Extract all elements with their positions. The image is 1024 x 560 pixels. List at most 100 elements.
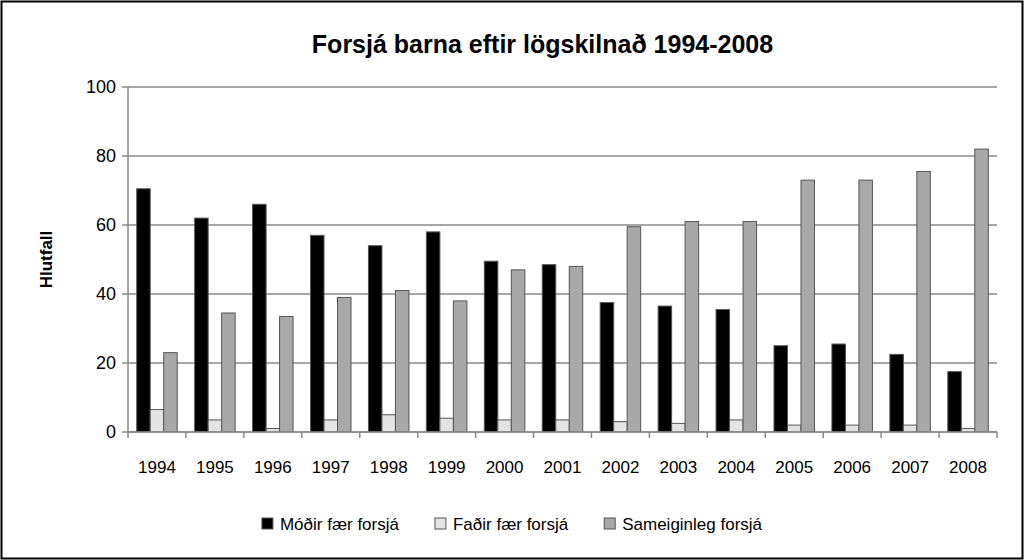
bar <box>832 344 846 432</box>
x-tick-label: 2003 <box>659 458 697 477</box>
chart-container: Forsjá barna eftir lögskilnað 1994-2008 H… <box>0 0 1024 560</box>
y-tick-label: 0 <box>106 422 116 442</box>
bar <box>614 422 628 432</box>
bar <box>903 425 917 432</box>
bar <box>368 246 382 432</box>
bar <box>338 297 352 432</box>
y-tick <box>122 431 128 433</box>
x-tick-label: 2008 <box>949 458 987 477</box>
y-tick <box>122 293 128 295</box>
legend-label: Móðir fær forsjá <box>280 515 400 534</box>
bar <box>917 172 931 432</box>
legend-swatch <box>435 518 446 529</box>
y-tick <box>122 224 128 226</box>
bar <box>569 266 583 432</box>
bar <box>672 423 686 432</box>
y-tick <box>122 362 128 364</box>
bar <box>395 291 409 432</box>
x-tick-label: 1996 <box>254 458 292 477</box>
x-category-divider <box>359 432 361 438</box>
bars <box>137 149 989 432</box>
bar <box>859 180 873 432</box>
bar <box>484 261 498 432</box>
y-axis-label: Hlutfall <box>37 231 56 289</box>
y-tick <box>122 155 128 157</box>
bar <box>498 420 512 432</box>
grid-line <box>128 86 997 88</box>
x-tick-label: 2001 <box>544 458 582 477</box>
bar <box>600 303 614 432</box>
x-tick-label: 1998 <box>370 458 408 477</box>
grid-line <box>128 155 997 157</box>
bar <box>137 189 151 432</box>
x-category-divider <box>707 432 709 438</box>
y-tick <box>122 86 128 88</box>
x-category-divider <box>996 432 998 438</box>
x-category-divider <box>243 432 245 438</box>
x-category-divider <box>301 432 303 438</box>
x-tick-label: 1995 <box>196 458 234 477</box>
y-tick-label: 80 <box>96 146 116 166</box>
x-category-divider <box>475 432 477 438</box>
x-tick-label: 2002 <box>602 458 640 477</box>
chart-frame <box>2 2 1023 559</box>
bar <box>743 222 757 432</box>
y-tick-label: 60 <box>96 215 116 235</box>
y-tick-label: 100 <box>86 77 116 97</box>
y-tick-label: 40 <box>96 284 116 304</box>
bar <box>542 265 556 432</box>
x-tick-label: 2000 <box>486 458 524 477</box>
chart-svg: Forsjá barna eftir lögskilnað 1994-2008 H… <box>0 0 1024 560</box>
x-category-divider <box>822 432 824 438</box>
bar <box>195 218 209 432</box>
grid-line <box>128 431 997 433</box>
x-category-divider <box>185 432 187 438</box>
bar <box>208 420 222 432</box>
bar <box>948 372 962 432</box>
bar <box>716 310 730 432</box>
bar <box>787 425 801 432</box>
bar <box>845 425 859 432</box>
legend-swatch <box>262 518 273 529</box>
legend-label: Sameiginleg forsjá <box>622 515 762 534</box>
bar <box>890 354 904 432</box>
legend-swatch <box>604 518 615 529</box>
x-tick-label: 2005 <box>775 458 813 477</box>
x-tick-label: 1997 <box>312 458 350 477</box>
bar <box>685 222 699 432</box>
x-category-divider <box>938 432 940 438</box>
bar <box>150 410 164 432</box>
x-tick-label: 1999 <box>428 458 466 477</box>
bar <box>440 418 454 432</box>
x-category-divider <box>765 432 767 438</box>
x-tick-label: 2004 <box>717 458 755 477</box>
y-tick-label: 20 <box>96 353 116 373</box>
bar <box>382 415 396 432</box>
bar <box>426 232 440 432</box>
bar <box>774 346 788 432</box>
bar <box>556 420 570 432</box>
bar <box>324 420 338 432</box>
bar <box>801 180 815 432</box>
bar <box>730 420 744 432</box>
x-axis <box>128 431 997 433</box>
x-tick-label: 2006 <box>833 458 871 477</box>
bar <box>164 353 178 432</box>
x-tick-label: 2007 <box>891 458 929 477</box>
x-category-divider <box>417 432 419 438</box>
bar <box>311 235 325 432</box>
x-category-divider <box>649 432 651 438</box>
x-category-divider <box>127 432 129 438</box>
bar <box>627 227 641 432</box>
bar <box>222 313 236 432</box>
bar <box>453 301 467 432</box>
x-category-divider <box>533 432 535 438</box>
x-category-divider <box>591 432 593 438</box>
bar <box>280 316 294 432</box>
chart-title: Forsjá barna eftir lögskilnað 1994-2008 <box>312 30 773 58</box>
bar <box>658 306 672 432</box>
y-axis <box>127 87 129 432</box>
bar <box>511 270 524 432</box>
legend-label: Faðir fær forsjá <box>453 515 569 534</box>
x-tick-label: 1994 <box>138 458 176 477</box>
